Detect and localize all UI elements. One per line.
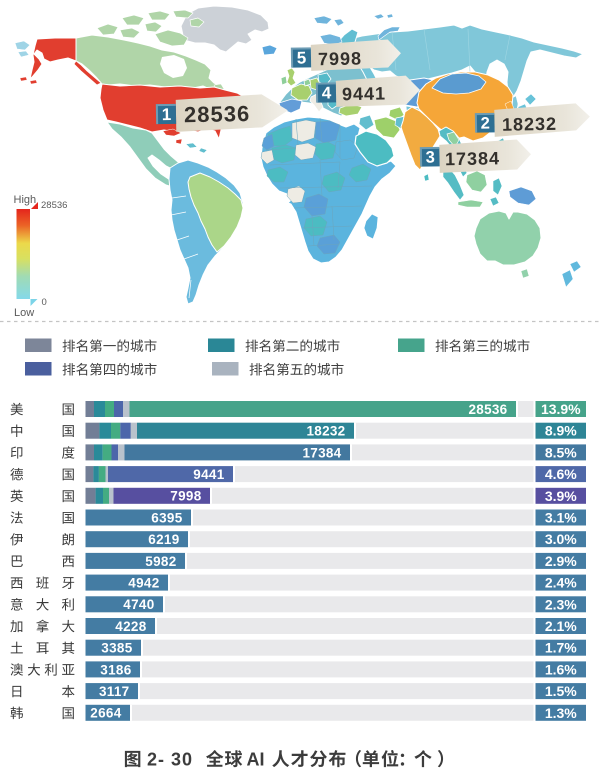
svg-text:1.3%: 1.3%	[545, 705, 577, 721]
svg-text:Low: Low	[14, 307, 34, 319]
svg-text:7998: 7998	[170, 489, 201, 504]
svg-text:4: 4	[322, 83, 332, 102]
svg-text:2.9%: 2.9%	[545, 553, 577, 569]
svg-text:1.6%: 1.6%	[545, 661, 577, 677]
svg-text:9441: 9441	[193, 467, 224, 482]
svg-text:2.1%: 2.1%	[545, 618, 577, 634]
svg-text:5982: 5982	[145, 554, 176, 569]
svg-text:2: 2	[481, 114, 491, 132]
svg-text:2.3%: 2.3%	[545, 596, 577, 612]
svg-text:4.6%: 4.6%	[545, 466, 577, 482]
svg-text:28536: 28536	[468, 402, 507, 417]
svg-text:High: High	[14, 194, 37, 206]
svg-text:17384: 17384	[445, 148, 500, 169]
svg-text:1: 1	[162, 105, 172, 124]
svg-text:3385: 3385	[101, 641, 132, 656]
svg-text:3.1%: 3.1%	[545, 510, 577, 526]
svg-text:8.9%: 8.9%	[545, 423, 577, 439]
svg-text:AI: AI	[247, 750, 265, 770]
svg-text:8.5%: 8.5%	[545, 444, 577, 460]
svg-text:4228: 4228	[115, 619, 146, 634]
svg-text:1.7%: 1.7%	[545, 640, 577, 656]
svg-text:6395: 6395	[151, 510, 182, 525]
svg-text:6219: 6219	[148, 532, 179, 547]
svg-text:4740: 4740	[123, 597, 154, 612]
svg-text:4942: 4942	[128, 576, 159, 591]
svg-text:3186: 3186	[100, 662, 131, 677]
svg-text:13.9%: 13.9%	[541, 401, 581, 417]
svg-text:0: 0	[42, 297, 47, 308]
svg-text:3.9%: 3.9%	[545, 488, 577, 504]
svg-text:3117: 3117	[99, 684, 130, 699]
svg-text:7998: 7998	[318, 48, 362, 69]
svg-text:3: 3	[426, 148, 436, 166]
svg-text:28536: 28536	[41, 200, 67, 211]
svg-text:2- 30: 2- 30	[147, 750, 193, 770]
svg-text:2664: 2664	[90, 706, 121, 721]
svg-text:2.4%: 2.4%	[545, 575, 577, 591]
svg-text:18232: 18232	[306, 424, 345, 439]
svg-text:17384: 17384	[302, 445, 341, 460]
svg-text:3.0%: 3.0%	[545, 531, 577, 547]
svg-text:18232: 18232	[502, 114, 557, 135]
svg-text:1.5%: 1.5%	[545, 683, 577, 699]
svg-text:5: 5	[297, 48, 307, 67]
svg-text:9441: 9441	[342, 83, 386, 104]
svg-text:28536: 28536	[184, 101, 251, 127]
